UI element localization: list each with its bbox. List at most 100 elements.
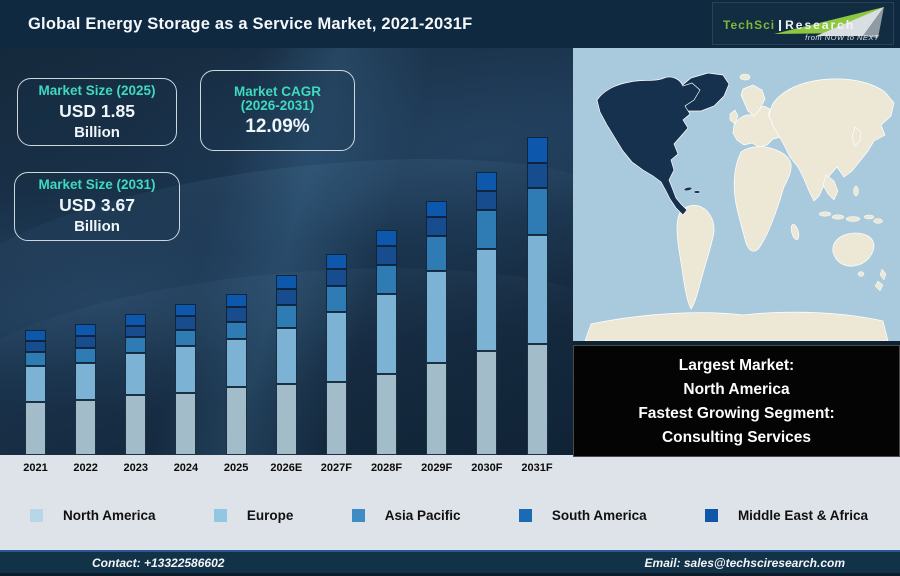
market-size-2025-box: Market Size (2025) USD 1.85 Billion bbox=[17, 78, 177, 146]
bar-2029F bbox=[426, 201, 448, 455]
bar-segment-south-america bbox=[75, 336, 97, 348]
bar-segment-north-america bbox=[175, 393, 197, 455]
map-africa bbox=[733, 146, 792, 252]
bar-segment-south-america bbox=[376, 246, 398, 265]
map-japan bbox=[851, 126, 862, 147]
bar-segment-asia-pacific bbox=[376, 265, 398, 294]
callout-box: Largest Market: North America Fastest Grow… bbox=[573, 345, 900, 457]
map-australia bbox=[832, 232, 875, 267]
bar-segment-middle-east-africa bbox=[75, 324, 97, 336]
legend-swatch bbox=[351, 508, 365, 522]
bar-segment-asia-pacific bbox=[476, 210, 498, 249]
logo-tagline: from NOW to NEXT bbox=[805, 33, 879, 42]
bar-segment-middle-east-africa bbox=[426, 201, 448, 217]
bar-segment-asia-pacific bbox=[426, 236, 448, 271]
map-new-zealand bbox=[874, 280, 884, 292]
bar-segment-europe bbox=[175, 346, 197, 393]
map-new-zealand bbox=[879, 268, 887, 281]
bar-segment-south-america bbox=[175, 316, 197, 330]
legend-label: North America bbox=[63, 507, 156, 523]
x-axis-label-2026E: 2026E bbox=[270, 462, 303, 474]
bar-2022 bbox=[75, 324, 97, 455]
stacked-bar-chart bbox=[0, 48, 573, 455]
market-size-2031-value: USD 3.67 bbox=[59, 195, 135, 215]
legend-label: South America bbox=[551, 507, 647, 523]
map-indochina bbox=[822, 174, 839, 201]
bar-2030F bbox=[476, 172, 498, 455]
market-size-2031-label: Market Size (2031) bbox=[38, 177, 156, 192]
bar-segment-europe bbox=[125, 353, 147, 395]
market-size-2025-value: USD 1.85 bbox=[59, 100, 135, 121]
map-iceland bbox=[739, 73, 751, 81]
bar-segment-south-america bbox=[526, 163, 548, 188]
map-indonesia bbox=[845, 216, 861, 222]
bar-segment-north-america bbox=[376, 374, 398, 455]
footer-contact: Contact: +13322586602 bbox=[92, 555, 225, 570]
x-axis-label-2021: 2021 bbox=[23, 462, 48, 474]
logo-arrow-icon bbox=[774, 7, 884, 38]
bar-segment-north-america bbox=[476, 351, 498, 455]
legend-label: Middle East & Africa bbox=[737, 507, 868, 523]
bar-segment-asia-pacific bbox=[225, 322, 247, 339]
market-cagr-label-line1: Market CAGR bbox=[233, 84, 322, 99]
map-new-guinea bbox=[873, 218, 883, 224]
bar-2024 bbox=[175, 304, 197, 455]
bar-segment-south-america bbox=[225, 307, 247, 322]
bar-segment-europe bbox=[275, 328, 297, 384]
bar-segment-europe bbox=[325, 312, 347, 382]
map-asia bbox=[768, 78, 895, 202]
bar-segment-north-america bbox=[275, 384, 297, 455]
bar-segment-north-america bbox=[25, 402, 46, 455]
map-indonesia bbox=[818, 211, 832, 217]
bar-segment-middle-east-africa bbox=[476, 172, 498, 191]
legend-item-south-america: South America bbox=[518, 507, 647, 523]
bar-segment-north-america bbox=[426, 363, 448, 455]
legend-item-asia-pacific: Asia Pacific bbox=[351, 507, 461, 523]
bar-segment-asia-pacific bbox=[125, 337, 147, 353]
map-indonesia bbox=[831, 214, 845, 220]
logo-brand-research: Research bbox=[785, 18, 856, 32]
legend-swatch bbox=[704, 508, 718, 522]
bar-segment-north-america bbox=[125, 395, 147, 455]
bar-segment-europe bbox=[25, 366, 46, 402]
market-cagr-box: Market CAGR (2026-2031) 12.09% bbox=[200, 70, 355, 151]
map-antarctica bbox=[584, 311, 889, 342]
bar-segment-middle-east-africa bbox=[325, 254, 347, 269]
market-size-2025-label: Market Size (2025) bbox=[38, 82, 156, 98]
bar-segment-europe bbox=[526, 235, 548, 344]
bar-segment-south-america bbox=[275, 289, 297, 305]
legend-swatch bbox=[518, 508, 532, 522]
map-indonesia bbox=[863, 214, 875, 220]
map-scandinavia bbox=[740, 84, 766, 117]
market-size-2031-box: Market Size (2031) USD 3.67 Billion bbox=[14, 172, 180, 241]
bar-segment-middle-east-africa bbox=[175, 304, 197, 316]
market-cagr-label-line2: (2026-2031) bbox=[240, 98, 315, 113]
x-axis-label-2027F: 2027F bbox=[320, 462, 352, 474]
bar-segment-south-america bbox=[25, 341, 46, 352]
bottom-strip: 2021 2022 2023 2024 2025 2026E 2027F 2028F 2029F… bbox=[0, 455, 900, 550]
bar-2025 bbox=[225, 294, 247, 455]
bar-2026E bbox=[275, 275, 297, 455]
legend-swatch bbox=[213, 508, 227, 522]
bar-segment-north-america bbox=[526, 344, 548, 455]
callout-line: Fastest Growing Segment: bbox=[638, 404, 835, 422]
bar-2031F bbox=[526, 137, 548, 455]
callout-line: Consulting Services bbox=[661, 428, 811, 446]
world-map-svg bbox=[573, 48, 900, 342]
legend-item-north-america: North America bbox=[30, 508, 156, 523]
bar-segment-middle-east-africa bbox=[275, 275, 297, 289]
market-cagr-value: 12.09% bbox=[245, 116, 310, 137]
legend-label: Asia Pacific bbox=[384, 507, 461, 523]
chart-panel: Market Size (2025) USD 1.85 Billion Mark… bbox=[0, 48, 573, 455]
map-cuba-highlight bbox=[683, 187, 693, 191]
bar-2028F bbox=[376, 230, 398, 455]
x-axis-label-2028F: 2028F bbox=[370, 462, 403, 474]
bar-segment-middle-east-africa bbox=[25, 330, 46, 341]
x-axis-label-2031F: 2031F bbox=[521, 462, 553, 474]
bar-segment-middle-east-africa bbox=[376, 230, 398, 246]
chart-legend: North America Europe Asia Pacific South Ame… bbox=[0, 495, 900, 535]
bar-2023 bbox=[125, 314, 147, 455]
bar-segment-middle-east-africa bbox=[225, 294, 247, 307]
bar-segment-asia-pacific bbox=[25, 352, 46, 366]
